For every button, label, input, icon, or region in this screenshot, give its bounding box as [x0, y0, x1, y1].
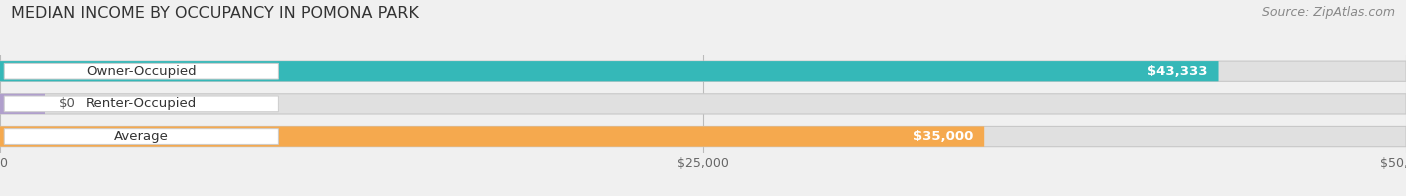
Text: Owner-Occupied: Owner-Occupied [86, 65, 197, 78]
Text: MEDIAN INCOME BY OCCUPANCY IN POMONA PARK: MEDIAN INCOME BY OCCUPANCY IN POMONA PAR… [11, 6, 419, 21]
FancyBboxPatch shape [0, 126, 984, 147]
Text: Renter-Occupied: Renter-Occupied [86, 97, 197, 110]
FancyBboxPatch shape [0, 94, 45, 114]
FancyBboxPatch shape [0, 61, 1406, 81]
FancyBboxPatch shape [4, 129, 278, 144]
FancyBboxPatch shape [0, 126, 1406, 147]
Text: $35,000: $35,000 [912, 130, 973, 143]
FancyBboxPatch shape [4, 63, 278, 79]
Text: Average: Average [114, 130, 169, 143]
Text: $43,333: $43,333 [1147, 65, 1208, 78]
Text: $0: $0 [59, 97, 76, 110]
FancyBboxPatch shape [4, 96, 278, 112]
FancyBboxPatch shape [0, 61, 1219, 81]
Text: Source: ZipAtlas.com: Source: ZipAtlas.com [1261, 6, 1395, 19]
FancyBboxPatch shape [0, 94, 1406, 114]
